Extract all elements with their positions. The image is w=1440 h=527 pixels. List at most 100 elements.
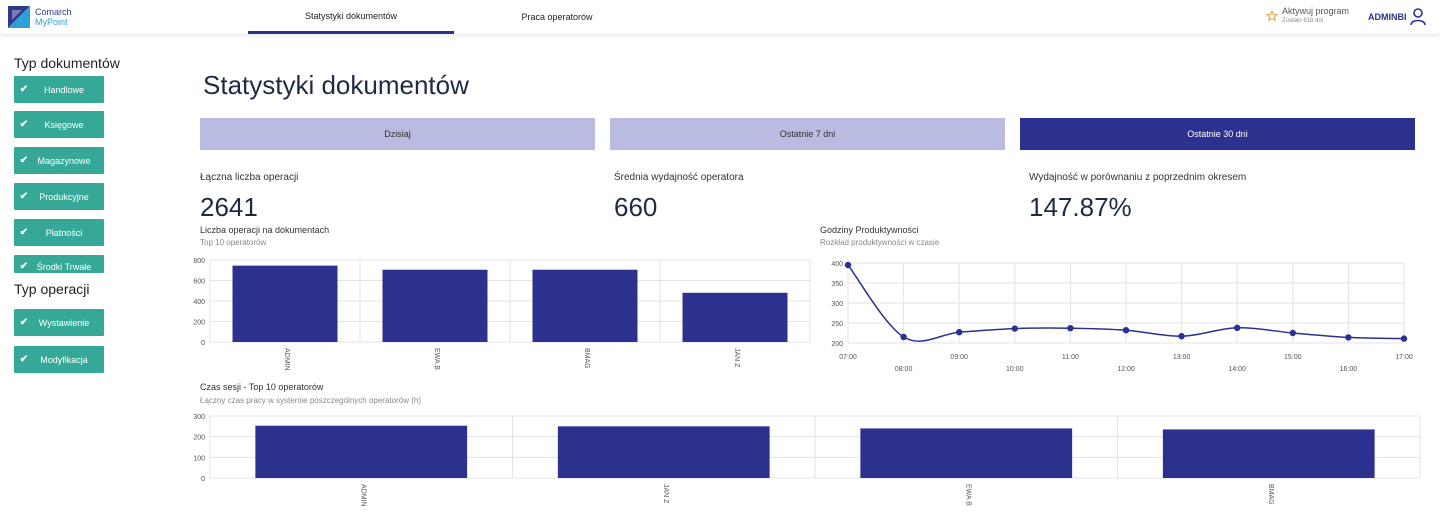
- chart1-subtitle: Top 10 operatorów: [200, 238, 267, 247]
- op-type-wystawienie[interactable]: ✔ Wystawienie: [14, 309, 104, 336]
- y-tick-label: 0: [201, 340, 205, 347]
- range-7-days-button[interactable]: Ostatnie 7 dni: [610, 118, 1005, 150]
- user-icon[interactable]: [1410, 8, 1426, 26]
- doc-type-srodki-trwale[interactable]: ✔ Środki Trwałe: [14, 255, 104, 273]
- check-icon: ✔: [19, 354, 29, 365]
- x-tick-label: 08:00: [895, 366, 913, 373]
- chart2-subtitle: Rozkład produktywności w czasie: [820, 238, 940, 247]
- data-point: [1178, 333, 1185, 340]
- y-tick-label: 300: [831, 301, 843, 308]
- kpi-total-ops-label: Łączna liczba operacji: [200, 172, 299, 183]
- bar: [860, 428, 1073, 478]
- x-tick-label: ADMIN: [283, 348, 290, 371]
- tab-document-stats[interactable]: Statystyki dokumentów: [248, 0, 454, 34]
- star-icon: [1266, 10, 1278, 22]
- y-tick-label: 400: [193, 299, 205, 306]
- x-tick-label: BMAG: [1267, 484, 1274, 505]
- op-type-modyfikacja[interactable]: ✔ Modyfikacja: [14, 346, 104, 373]
- check-icon: ✔: [19, 191, 29, 202]
- x-tick-label: 17:00: [1395, 354, 1413, 361]
- data-point: [1067, 325, 1074, 332]
- comarch-logo-icon: [8, 6, 30, 28]
- x-tick-label: 09:00: [950, 354, 968, 361]
- y-tick-label: 350: [831, 281, 843, 288]
- x-tick-label: 10:00: [1006, 366, 1024, 373]
- y-tick-label: 600: [193, 279, 205, 286]
- data-point: [900, 333, 907, 341]
- activate-label: Aktywuj program: [1282, 6, 1350, 16]
- session-time-bar-chart: 0 100 200 300 ADMIN JAN Z EWA B BMAG: [193, 414, 1421, 507]
- y-tick-label: 300: [193, 414, 205, 421]
- y-tick-label: 200: [831, 341, 843, 348]
- x-tick-label: JAN Z: [733, 348, 740, 368]
- data-point: [844, 261, 852, 269]
- y-tick-label: 400: [831, 261, 843, 268]
- top-bar: Comarch MyPoint Statystyki dokumentów Pr…: [0, 0, 1440, 34]
- check-icon: ✔: [19, 84, 29, 95]
- bar: [255, 425, 468, 478]
- app-logo[interactable]: Comarch MyPoint: [8, 6, 72, 28]
- logo-line2: MyPoint: [35, 17, 68, 27]
- check-icon: ✔: [19, 227, 29, 238]
- page-title: Statystyki dokumentów: [203, 70, 469, 100]
- activate-sub: Zostało 618 dni: [1282, 18, 1324, 24]
- logo-line1: Comarch: [35, 7, 72, 17]
- doc-type-produkcyjne[interactable]: ✔ Produkcyjne: [14, 183, 104, 210]
- check-icon: ✔: [19, 119, 29, 130]
- x-tick-label: ADMIN: [359, 484, 366, 507]
- chart1-title: Liczba operacji na dokumentach: [200, 225, 330, 235]
- chart3-title: Czas sesji - Top 10 operatorów: [200, 382, 324, 392]
- x-tick-label: 13:00: [1173, 354, 1191, 361]
- bar: [1162, 429, 1375, 478]
- x-tick-label: 07:00: [839, 354, 857, 361]
- chart3-subtitle: Łączny czas pracy w systemie poszczególn…: [200, 396, 421, 405]
- user-name[interactable]: ADMINBI: [1368, 12, 1407, 22]
- y-tick-label: 800: [193, 258, 205, 265]
- tab-operator-work[interactable]: Praca operatorów: [521, 12, 593, 22]
- range-today-button[interactable]: Dzisiaj: [200, 118, 595, 150]
- kpi-avg-efficiency-value: 660: [614, 192, 658, 222]
- y-tick-label: 250: [831, 321, 843, 328]
- x-tick-label: BMAG: [583, 348, 590, 369]
- data-point: [1289, 329, 1296, 337]
- x-tick-label: EWA B: [964, 484, 971, 506]
- x-tick-label: 11:00: [1062, 354, 1079, 361]
- operations-bar-chart: 0 200 400 600 800 ADMIN EWA B BMAG JAN Z: [193, 258, 811, 371]
- doc-type-handlowe[interactable]: ✔ Handlowe: [14, 76, 104, 103]
- op-type-title: Typ operacji: [14, 281, 90, 297]
- bar: [232, 265, 338, 342]
- range-30-days-button[interactable]: Ostatnie 30 dni: [1020, 118, 1415, 150]
- x-tick-label: EWA B: [433, 348, 440, 370]
- doc-type-platnosci[interactable]: ✔ Płatności: [14, 219, 104, 246]
- data-point: [1122, 327, 1130, 334]
- x-tick-label: JAN Z: [662, 484, 669, 504]
- y-tick-label: 200: [193, 435, 205, 442]
- check-icon: ✔: [19, 261, 29, 272]
- bar: [557, 426, 770, 478]
- data-point: [1400, 335, 1408, 342]
- doc-type-ksiegowe[interactable]: ✔ Księgowe: [14, 111, 104, 138]
- x-tick-label: 14:00: [1228, 366, 1246, 373]
- kpi-comparison-label: Wydajność w porównaniu z poprzednim okre…: [1029, 172, 1247, 183]
- filter-sidebar: Typ dokumentów ✔ Handlowe ✔ Księgowe ✔ Maga…: [0, 34, 160, 527]
- data-point: [1011, 325, 1018, 332]
- kpi-comparison-value: 147.87%: [1029, 192, 1132, 222]
- x-tick-label: 12:00: [1117, 366, 1135, 373]
- kpi-total-ops-value: 2641: [200, 192, 258, 222]
- activate-program-link[interactable]: Aktywuj program Zostało 618 dni: [1266, 6, 1349, 26]
- y-tick-label: 0: [201, 476, 205, 483]
- check-icon: ✔: [19, 317, 29, 328]
- y-tick-label: 200: [193, 320, 205, 327]
- data-point: [956, 329, 963, 336]
- doc-type-magazynowe[interactable]: ✔ Magazynowe: [14, 147, 104, 174]
- data-point: [1234, 324, 1241, 331]
- bar: [382, 269, 488, 342]
- productivity-line-chart: 200 250 300 350 400 07:00 08:00 09:00 10:00 11:00…: [831, 261, 1413, 373]
- kpi-avg-efficiency-label: Średnia wydajność operatora: [614, 172, 744, 183]
- doc-type-title: Typ dokumentów: [14, 55, 120, 71]
- x-tick-label: 16:00: [1340, 366, 1358, 373]
- bar: [532, 269, 638, 342]
- x-tick-label: 15:00: [1284, 354, 1302, 361]
- y-tick-label: 100: [193, 455, 205, 462]
- data-point: [1345, 334, 1352, 341]
